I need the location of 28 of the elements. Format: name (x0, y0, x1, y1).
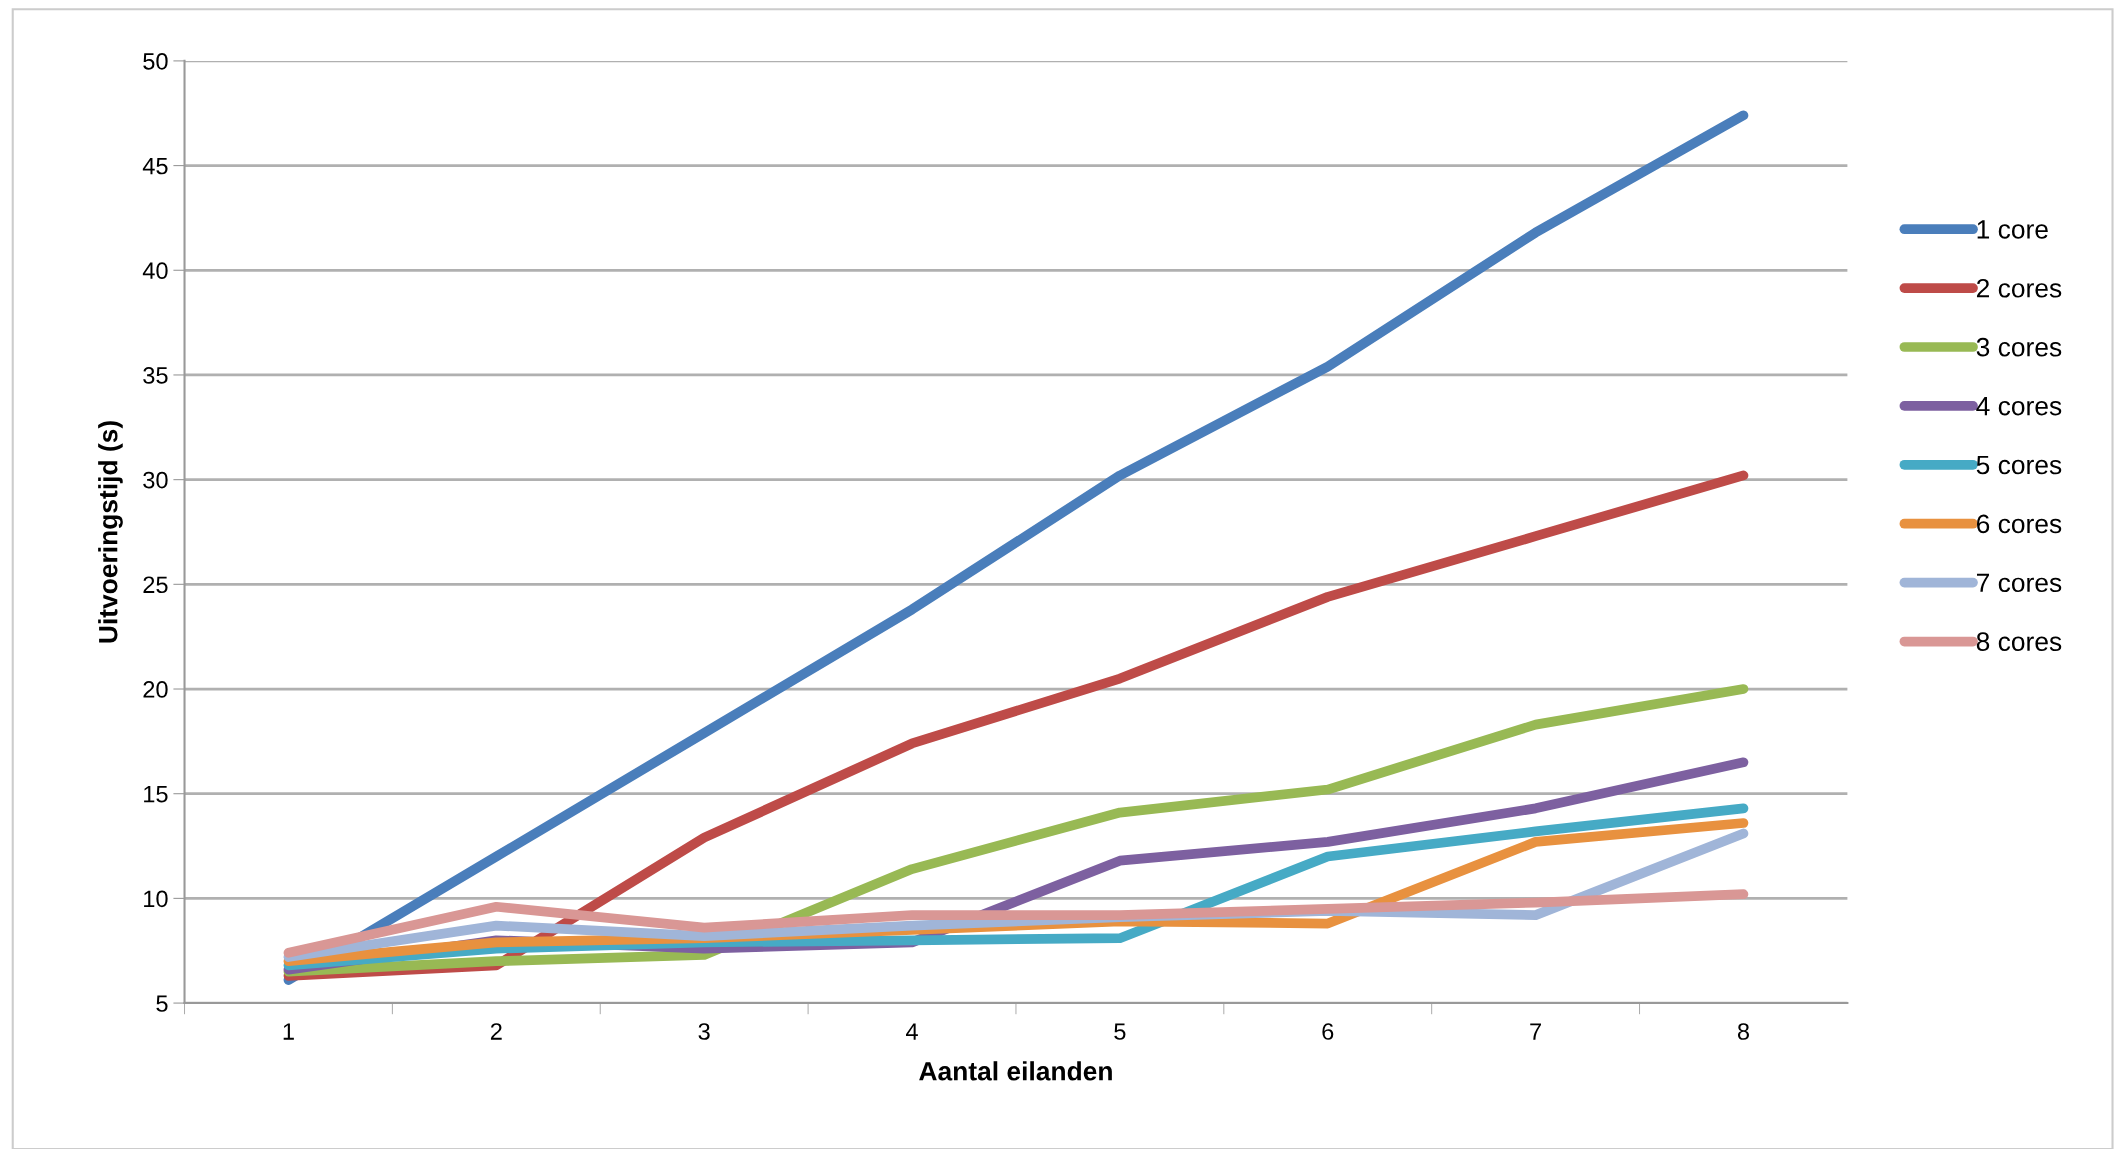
y-axis-title: Uitvoeringstijd (s) (98, 421, 123, 643)
x-tick-label: 2 (490, 1023, 502, 1040)
y-tick-label: 5 (156, 995, 168, 1012)
x-tick-label: 1 (283, 1023, 294, 1040)
legend-label: 7 cores (1977, 573, 2062, 593)
y-tick-label: 25 (143, 576, 168, 594)
y-tick-label: 10 (144, 890, 168, 908)
x-axis-title: Aantal eilanden (919, 1061, 1112, 1081)
x-tick-label: 4 (906, 1023, 918, 1040)
y-tick-label: 30 (143, 471, 168, 489)
x-tick-label: 7 (1530, 1023, 1541, 1040)
legend-label: 1 core (1977, 220, 2048, 239)
legend-label: 6 cores (1976, 514, 2062, 534)
y-tick-label: 35 (143, 367, 168, 384)
x-tick-label: 8 (1737, 1023, 1749, 1040)
y-tick-label: 45 (142, 157, 168, 175)
x-tick-label: 3 (698, 1023, 710, 1040)
legend-label: 5 cores (1976, 455, 2062, 475)
x-tick-label: 5 (1114, 1023, 1126, 1040)
y-tick-label: 15 (144, 786, 168, 803)
legend-label: 4 cores (1976, 396, 2062, 416)
legend-label: 3 cores (1976, 337, 2062, 357)
x-tick-label: 6 (1322, 1023, 1334, 1040)
y-tick-label: 40 (142, 262, 168, 280)
legend-label: 8 cores (1976, 632, 2062, 652)
legend-label: 2 cores (1976, 278, 2062, 298)
y-tick-label: 20 (143, 681, 168, 698)
y-tick-label: 50 (143, 52, 168, 70)
